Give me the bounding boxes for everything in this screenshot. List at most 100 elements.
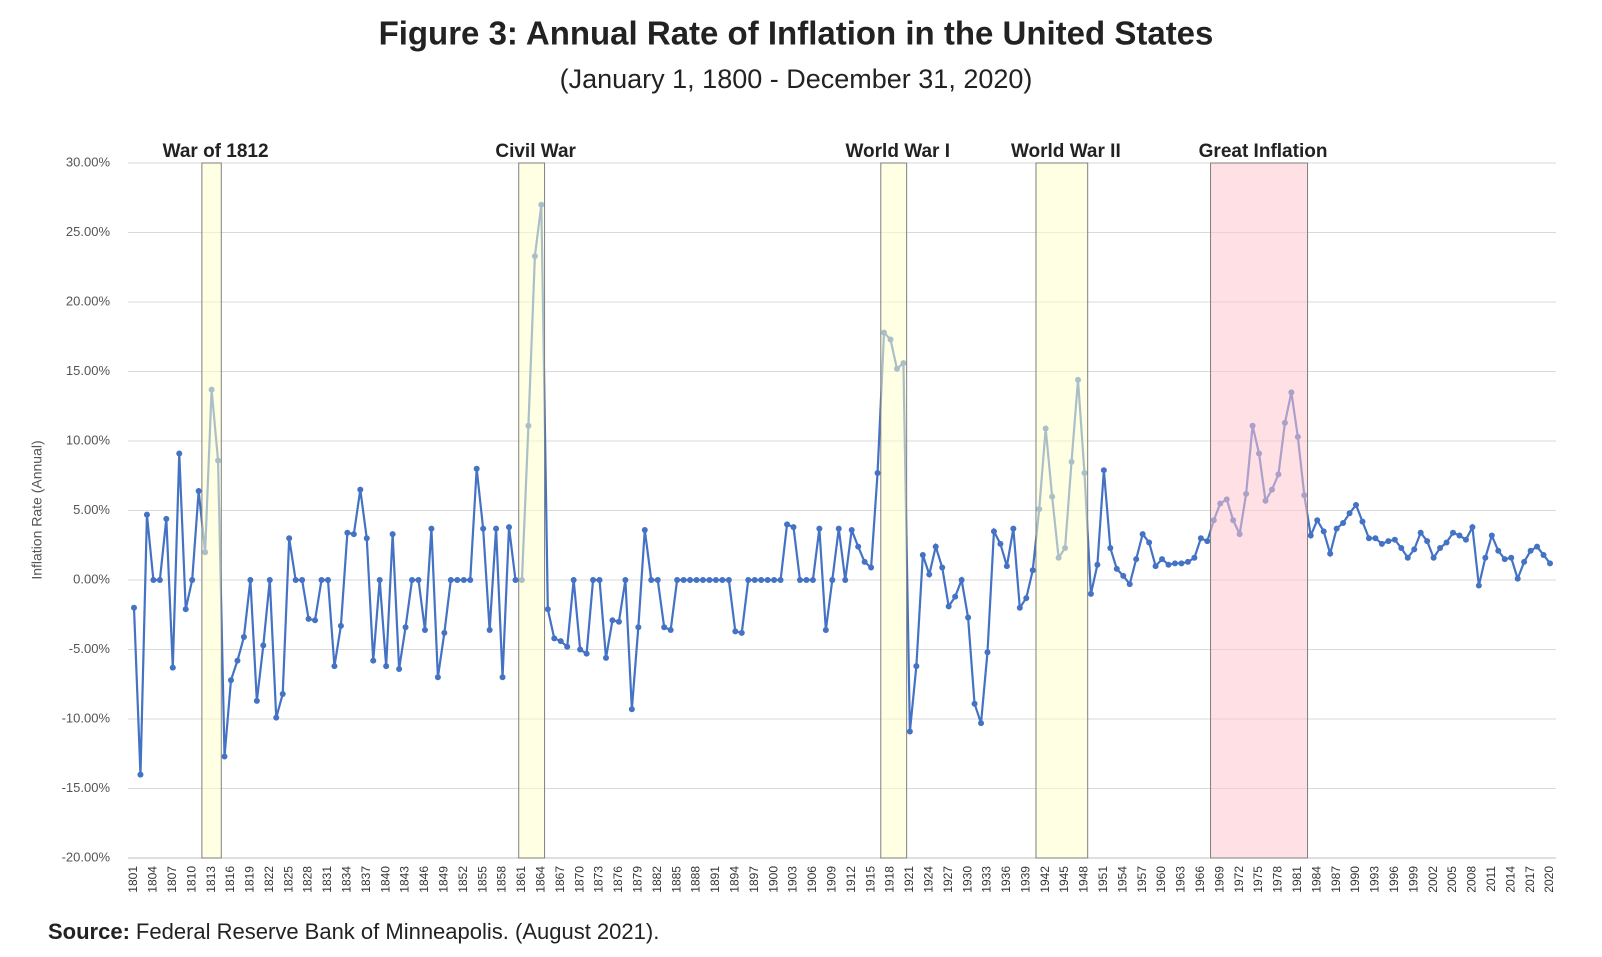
x-tick-label: 1867 bbox=[553, 866, 567, 893]
data-point bbox=[415, 577, 422, 583]
x-tick-label: 1960 bbox=[1154, 866, 1168, 893]
data-point bbox=[1398, 545, 1405, 552]
data-point bbox=[305, 615, 312, 622]
source: Source: Federal Reserve Bank of Minneapol… bbox=[48, 919, 659, 944]
data-point bbox=[855, 543, 862, 550]
data-point bbox=[680, 577, 687, 583]
x-tick-label: 1966 bbox=[1193, 866, 1207, 893]
data-point bbox=[661, 624, 668, 631]
shaded-period bbox=[1035, 162, 1089, 859]
data-point bbox=[1165, 561, 1172, 568]
data-point bbox=[1501, 556, 1508, 563]
data-point bbox=[499, 674, 506, 681]
data-point bbox=[622, 577, 629, 583]
data-point bbox=[370, 657, 377, 664]
data-point bbox=[1100, 467, 1107, 474]
x-tick-label: 1933 bbox=[980, 866, 994, 893]
y-tick-label: -20.00% bbox=[62, 849, 111, 864]
data-point bbox=[952, 593, 959, 600]
data-point bbox=[544, 606, 551, 613]
data-point bbox=[1391, 536, 1398, 543]
data-point bbox=[706, 577, 713, 583]
data-point bbox=[1340, 520, 1347, 527]
data-point bbox=[240, 633, 247, 640]
data-point bbox=[331, 663, 338, 670]
data-point bbox=[1508, 554, 1515, 561]
data-point bbox=[357, 486, 364, 493]
data-point bbox=[971, 700, 978, 707]
data-point bbox=[984, 649, 991, 656]
y-tick-label: 0.00% bbox=[73, 571, 110, 586]
data-point bbox=[1488, 532, 1495, 539]
data-point bbox=[163, 515, 170, 522]
data-point bbox=[1023, 595, 1030, 602]
x-tick-label: 1996 bbox=[1387, 866, 1401, 893]
x-tick-label: 1906 bbox=[805, 866, 819, 893]
data-point bbox=[1139, 531, 1146, 538]
data-point bbox=[932, 543, 939, 550]
data-point bbox=[221, 753, 228, 760]
data-point bbox=[376, 577, 383, 583]
data-point bbox=[1365, 535, 1372, 542]
data-point bbox=[1378, 540, 1385, 547]
data-point bbox=[693, 577, 700, 583]
data-point bbox=[1359, 518, 1366, 525]
data-point bbox=[719, 577, 726, 583]
x-tick-label: 1864 bbox=[534, 866, 548, 893]
data-point bbox=[143, 511, 150, 518]
x-tick-label: 1984 bbox=[1309, 866, 1323, 893]
data-point bbox=[745, 577, 752, 583]
data-point bbox=[1146, 539, 1153, 546]
data-point bbox=[764, 577, 771, 583]
x-tick-label: 1873 bbox=[592, 866, 606, 893]
data-point bbox=[363, 535, 370, 542]
data-point bbox=[1521, 558, 1528, 565]
x-tick-label: 1945 bbox=[1057, 866, 1071, 893]
y-tick-label: 5.00% bbox=[73, 502, 110, 517]
data-point bbox=[1547, 560, 1553, 567]
x-tick-label: 2002 bbox=[1426, 866, 1440, 893]
data-point bbox=[189, 577, 196, 583]
data-point bbox=[396, 665, 403, 672]
data-point bbox=[557, 638, 564, 645]
x-tick-label: 1903 bbox=[786, 866, 800, 893]
x-tick-label: 1999 bbox=[1406, 866, 1420, 893]
x-tick-label: 1888 bbox=[689, 866, 703, 893]
x-tick-label: 1840 bbox=[378, 866, 392, 893]
data-point bbox=[816, 525, 823, 532]
data-point bbox=[641, 526, 648, 533]
period-label: Great Inflation bbox=[1199, 141, 1328, 162]
data-point bbox=[1514, 575, 1521, 582]
data-point bbox=[1450, 529, 1457, 536]
x-tick-label: 2011 bbox=[1484, 866, 1498, 892]
data-point bbox=[247, 577, 254, 583]
data-point bbox=[667, 627, 674, 634]
data-point bbox=[906, 728, 913, 735]
data-point bbox=[842, 577, 849, 583]
y-tick-label: 10.00% bbox=[66, 432, 111, 447]
data-point bbox=[725, 577, 732, 583]
data-point bbox=[965, 614, 972, 621]
x-tick-label: 1894 bbox=[727, 866, 741, 893]
x-tick-label: 1981 bbox=[1290, 866, 1304, 893]
data-point bbox=[1010, 525, 1017, 532]
data-point bbox=[1424, 538, 1431, 545]
data-point bbox=[344, 529, 351, 536]
data-point bbox=[1171, 560, 1178, 567]
data-point bbox=[1307, 532, 1314, 539]
x-tick-label: 1882 bbox=[650, 866, 664, 893]
data-point bbox=[577, 646, 584, 653]
data-point bbox=[195, 488, 202, 495]
data-point bbox=[919, 551, 926, 558]
data-point bbox=[1333, 525, 1340, 532]
data-point bbox=[654, 577, 661, 583]
source-text: Federal Reserve Bank of Minneapolis. (Au… bbox=[136, 919, 659, 944]
x-tick-label: 1975 bbox=[1251, 866, 1265, 893]
x-tick-label: 1951 bbox=[1096, 866, 1110, 893]
x-tick-label: 1891 bbox=[708, 866, 722, 893]
data-point bbox=[1314, 517, 1321, 524]
data-point bbox=[1152, 563, 1159, 570]
chart-subtitle: (January 1, 1800 - December 31, 2020) bbox=[560, 64, 1033, 94]
data-point bbox=[182, 606, 189, 613]
